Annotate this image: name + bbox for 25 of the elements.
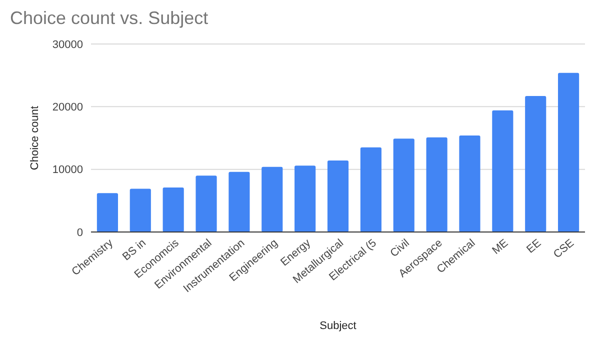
x-tick-label: ME <box>490 237 511 257</box>
bar <box>492 110 514 232</box>
bar <box>228 172 250 232</box>
bar <box>459 135 480 232</box>
bar <box>327 160 349 232</box>
bar <box>162 188 184 232</box>
y-tick-label: 30000 <box>52 38 83 51</box>
bar <box>558 72 580 232</box>
y-tick-label: 0 <box>76 226 83 239</box>
y-tick-label: 10000 <box>52 164 83 176</box>
x-tick-label: EE <box>524 237 544 256</box>
bar <box>525 96 546 232</box>
y-tick-label: 20000 <box>52 102 83 114</box>
bar <box>294 166 316 232</box>
y-axis-title: Choice count <box>29 106 41 170</box>
bar <box>426 137 448 232</box>
bar <box>196 176 217 232</box>
bar <box>262 166 283 232</box>
x-tick-label: CSE <box>551 237 576 261</box>
x-axis-title: Subject <box>320 320 356 332</box>
bar <box>393 138 414 232</box>
chart-title: Choice count vs. Subject <box>10 8 208 28</box>
bar <box>130 188 151 232</box>
bar <box>96 193 118 232</box>
bar <box>360 147 382 232</box>
